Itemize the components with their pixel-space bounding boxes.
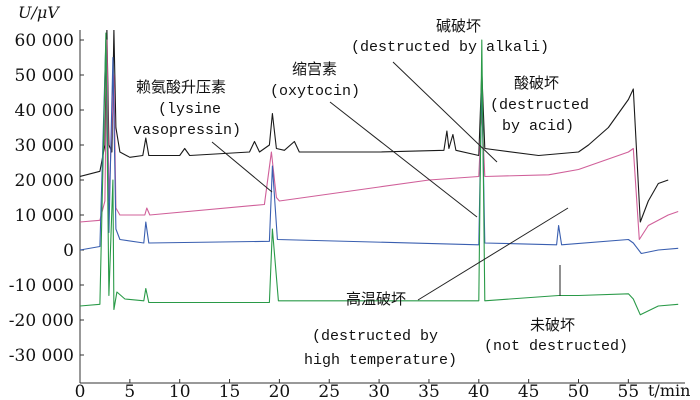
x-tick-label: 20: [269, 382, 291, 400]
leader-heat: [417, 207, 569, 301]
x-tick-label: 35: [418, 382, 440, 400]
label-heat-en1: (destructed by: [312, 328, 438, 345]
x-tick-label: 15: [219, 382, 241, 400]
label-heat-en2: high temperature): [304, 352, 457, 369]
y-tick-label: 50 000: [15, 66, 74, 86]
x-tick-label: 25: [318, 382, 340, 400]
y-tick-label: 40 000: [15, 101, 74, 121]
x-tick-label: 5: [124, 382, 135, 400]
y-tick-label: -30 000: [9, 346, 74, 366]
label-lysine-en1: (lysine: [158, 101, 221, 118]
annotations: 赖氨酸升压素 (lysine vasopressin) 缩宫素 (oxytoci…: [133, 18, 628, 369]
label-acid-en2: by acid): [502, 118, 574, 135]
label-oxytocin-en: (oxytocin): [270, 83, 360, 100]
label-not-destructed-cn: 未破坏: [530, 317, 575, 335]
y-tick-label: -10 000: [9, 276, 74, 296]
series-line-2: [80, 39, 679, 255]
x-tick-label: 0: [75, 382, 86, 400]
y-tick-label: 60 000: [15, 31, 74, 51]
x-axis-label: t/min: [648, 381, 690, 400]
y-tick-label: 0: [63, 241, 74, 261]
label-acid-en1: (destructed: [490, 97, 589, 114]
series-line-0: [80, 30, 669, 223]
x-tick-label: 30: [368, 382, 390, 400]
label-not-destructed-en: (not destructed): [484, 338, 628, 355]
leader-lines: [211, 61, 569, 301]
y-tick-label: 30 000: [15, 136, 74, 156]
label-lysine-en2: vasopressin): [133, 122, 241, 139]
label-alkali-en: (destructed by alkali): [351, 39, 549, 56]
series-line-1: [80, 39, 679, 241]
leader-oxytocin: [329, 101, 478, 218]
y-tick-label: 10 000: [15, 206, 74, 226]
x-tick-label: 40: [468, 382, 490, 400]
label-acid-cn: 酸破坏: [514, 75, 559, 93]
label-lysine-cn: 赖氨酸升压素: [136, 79, 226, 97]
axes: [79, 30, 685, 384]
leader-lysine: [211, 141, 273, 193]
y-tick-label: 20 000: [15, 171, 74, 191]
y-tick-label: -20 000: [9, 311, 74, 331]
series-line-3: [80, 32, 679, 316]
label-heat-cn: 高温破坏: [346, 291, 406, 309]
label-alkali-cn: 碱破坏: [436, 18, 481, 36]
label-oxytocin-cn: 缩宫素: [292, 61, 337, 79]
y-axis-label: U/μV: [18, 3, 60, 22]
x-tick-label: 50: [568, 382, 590, 400]
leader-alkali: [392, 61, 498, 163]
x-tick-label: 10: [169, 382, 191, 400]
x-tick-label: 45: [518, 382, 540, 400]
x-tick-label: 55: [618, 382, 640, 400]
